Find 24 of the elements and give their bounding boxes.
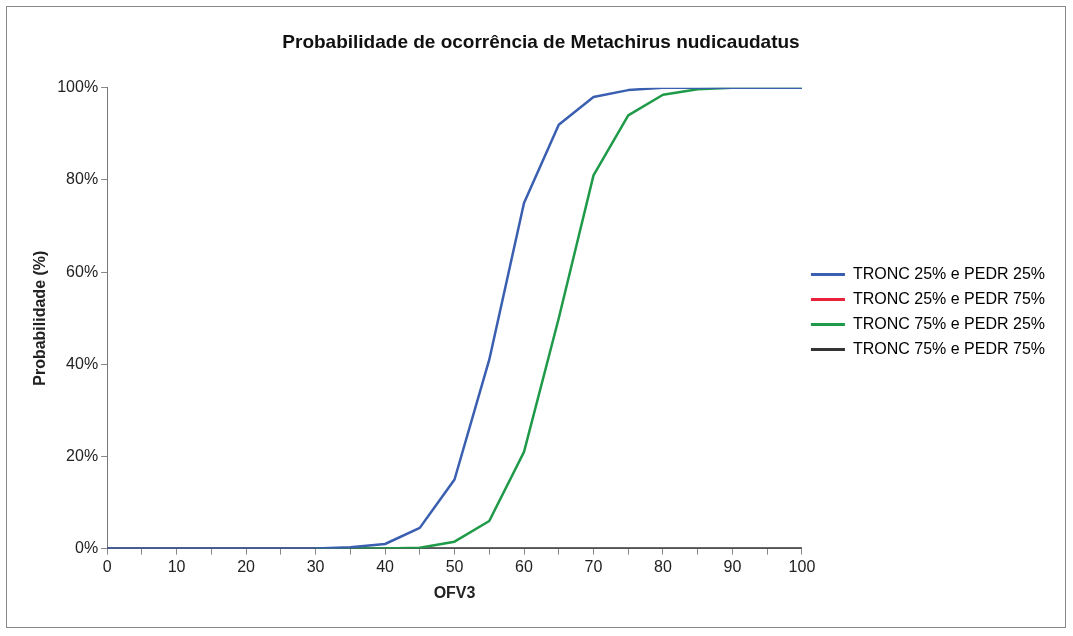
x-tick-label: 30 bbox=[306, 557, 325, 575]
x-tick-label: 100 bbox=[788, 557, 816, 575]
x-tick-label: 80 bbox=[654, 557, 672, 575]
x-axis-title: OFV3 bbox=[433, 583, 476, 601]
x-tick-label: 60 bbox=[515, 557, 534, 575]
x-tick-label: 10 bbox=[167, 557, 186, 575]
x-tick-label: 0 bbox=[102, 557, 112, 575]
y-tick-label: 20% bbox=[66, 446, 99, 464]
y-tick-label: 80% bbox=[66, 170, 99, 188]
y-tick-label: 60% bbox=[66, 262, 99, 280]
y-axis-title: Probabilidade (%) bbox=[31, 250, 49, 386]
legend-label: TRONC 25% e PEDR 25% bbox=[852, 264, 1045, 282]
x-tick-label: 50 bbox=[445, 557, 464, 575]
x-tick-label: 90 bbox=[723, 557, 742, 575]
chart-title: Probabilidade de ocorrência de Metachirus nudicaudatus bbox=[282, 30, 800, 52]
y-tick-label: 0% bbox=[75, 539, 99, 557]
legend-label: TRONC 75% e PEDR 25% bbox=[852, 314, 1045, 332]
x-tick-label: 40 bbox=[376, 557, 395, 575]
x-tick-label: 20 bbox=[237, 557, 256, 575]
x-tick-label: 70 bbox=[584, 557, 603, 575]
legend-label: TRONC 25% e PEDR 75% bbox=[852, 289, 1045, 307]
y-tick-label: 100% bbox=[57, 78, 99, 96]
y-tick-label: 40% bbox=[66, 354, 99, 372]
legend-label: TRONC 75% e PEDR 75% bbox=[852, 339, 1045, 357]
